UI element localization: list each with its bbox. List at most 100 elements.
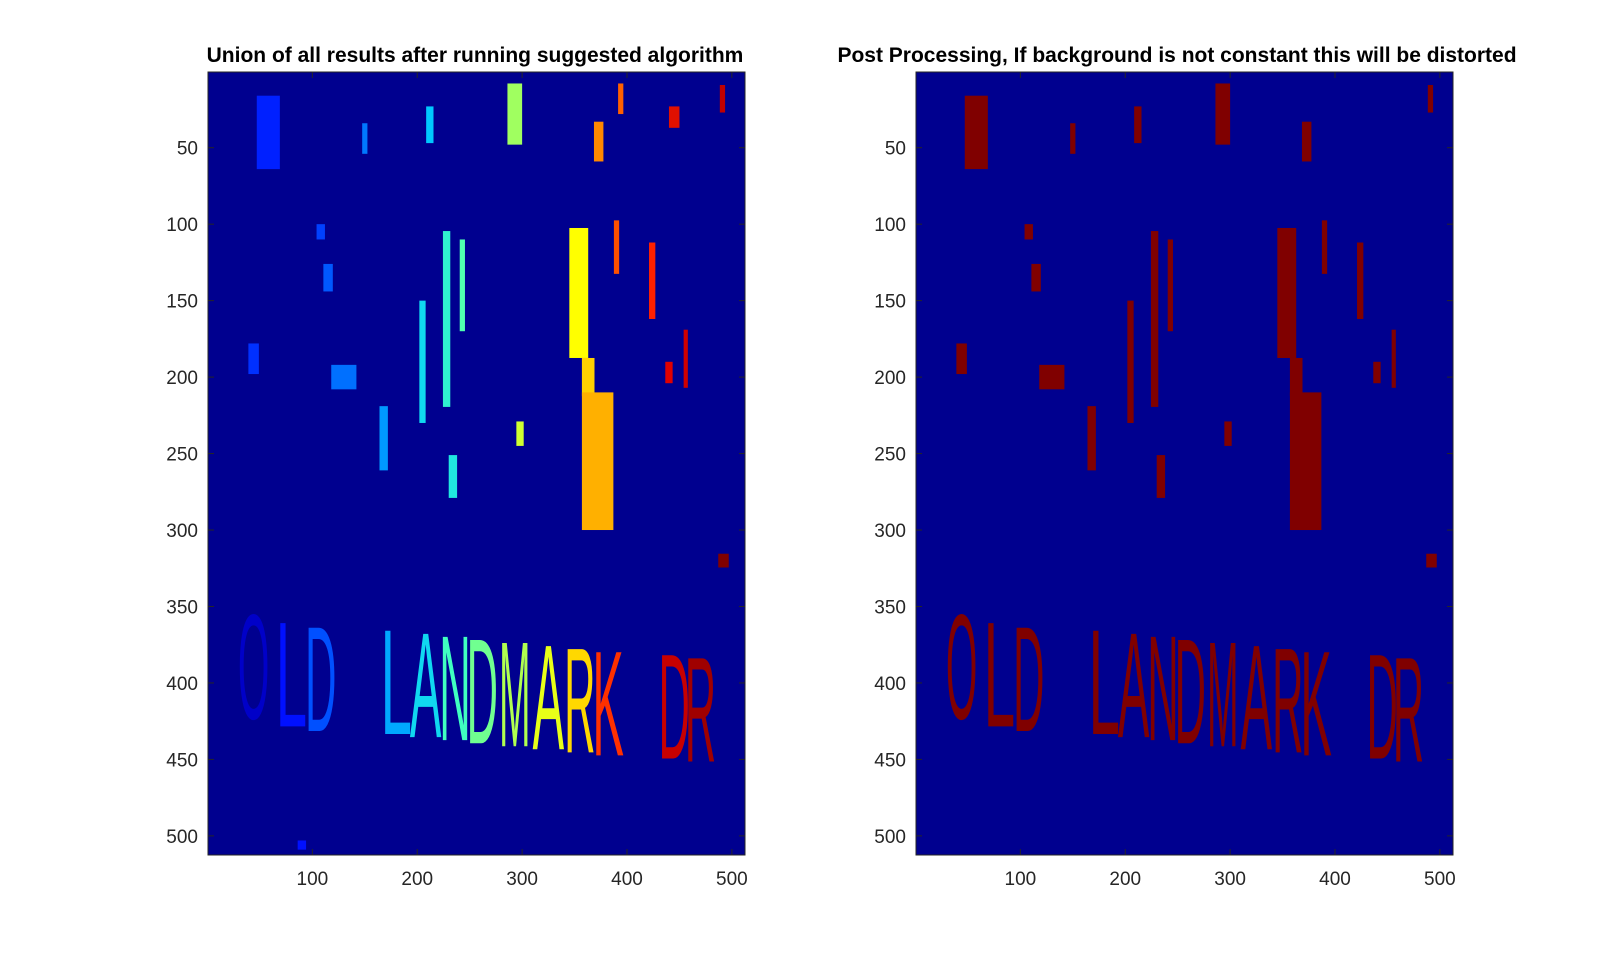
right-letter-9: R bbox=[1272, 616, 1303, 784]
left-region-26 bbox=[297, 840, 307, 850]
left-ytick-label-0: 50 bbox=[177, 139, 198, 160]
left-panel: Union of all results after running sugge… bbox=[166, 44, 747, 890]
right-letter-4: A bbox=[1118, 601, 1149, 769]
left-xtick-label-4: 500 bbox=[716, 869, 748, 890]
right-region-3 bbox=[1215, 83, 1231, 145]
right-region-14 bbox=[1156, 455, 1166, 498]
right-letter-0: O bbox=[946, 583, 977, 751]
right-ytick-label-2: 150 bbox=[874, 292, 906, 313]
right-panel: Post Processing, If background is not co… bbox=[837, 44, 1516, 890]
right-xtick-label-1: 200 bbox=[1109, 869, 1141, 890]
left-region-25 bbox=[718, 553, 729, 568]
left-region-12 bbox=[379, 406, 388, 471]
left-region-13 bbox=[419, 300, 426, 423]
left-ytick-label-7: 400 bbox=[166, 674, 198, 695]
left-ytick-label-9: 500 bbox=[166, 827, 198, 848]
left-letter-1: L bbox=[276, 590, 307, 758]
right-xtick-label-4: 500 bbox=[1424, 869, 1456, 890]
left-letter-0: O bbox=[238, 583, 269, 751]
left-region-17 bbox=[516, 421, 524, 446]
right-letter-3: L bbox=[1089, 598, 1120, 766]
right-region-16 bbox=[1277, 227, 1297, 358]
right-region-18 bbox=[1289, 392, 1322, 531]
right-xtick-label-2: 300 bbox=[1214, 869, 1246, 890]
left-letter-7: M bbox=[499, 610, 530, 778]
left-xtick-label-1: 200 bbox=[401, 869, 433, 890]
left-letter-6: D bbox=[467, 607, 498, 775]
right-letter-2: D bbox=[1013, 595, 1044, 763]
left-xtick-label-2: 300 bbox=[506, 869, 538, 890]
left-letter-10: K bbox=[592, 619, 623, 787]
right-ytick-label-3: 200 bbox=[874, 368, 906, 389]
right-region-12 bbox=[1150, 231, 1159, 407]
right-xtick-label-0: 100 bbox=[1005, 869, 1037, 890]
right-region-9 bbox=[1039, 364, 1065, 390]
right-panel-title: Post Processing, If background is not co… bbox=[837, 44, 1516, 67]
right-region-17 bbox=[1289, 357, 1303, 397]
right-axes: 100 200 300 400 500 50 100 150 200 250 300 350 400 45… bbox=[874, 71, 1456, 890]
left-letter-2: D bbox=[305, 595, 336, 763]
right-letter-6: D bbox=[1175, 607, 1206, 775]
left-ytick-label-8: 450 bbox=[166, 750, 198, 771]
right-region-5 bbox=[1427, 84, 1434, 113]
right-xtick-label-3: 400 bbox=[1319, 869, 1351, 890]
right-region-6 bbox=[1024, 224, 1033, 240]
right-region-23 bbox=[1426, 553, 1437, 568]
left-region-1 bbox=[362, 123, 368, 154]
right-ytick-label-4: 250 bbox=[874, 445, 906, 466]
left-region-7 bbox=[719, 84, 726, 113]
right-region-21 bbox=[1373, 361, 1381, 384]
right-letter-8: A bbox=[1241, 613, 1272, 781]
right-letter-7: M bbox=[1207, 610, 1238, 778]
left-letter-4: A bbox=[410, 601, 441, 769]
right-letter-1: L bbox=[984, 590, 1015, 758]
left-region-24 bbox=[683, 329, 688, 388]
right-region-4 bbox=[1301, 121, 1312, 162]
left-xtick-label-3: 400 bbox=[611, 869, 643, 890]
right-region-1 bbox=[1070, 123, 1076, 154]
left-xtick-label-0: 100 bbox=[297, 869, 329, 890]
right-ytick-label-0: 50 bbox=[885, 139, 906, 160]
right-letter-10: K bbox=[1300, 619, 1331, 787]
right-region-22 bbox=[1391, 329, 1396, 388]
right-letter-11: D bbox=[1366, 622, 1397, 790]
left-region-11 bbox=[331, 364, 357, 390]
right-ytick-label-6: 350 bbox=[874, 597, 906, 618]
left-region-6 bbox=[668, 106, 680, 128]
left-axes: 100 200 300 400 500 50 100 150 200 250 300 350 400 45… bbox=[166, 71, 748, 890]
left-region-9 bbox=[323, 263, 333, 292]
left-region-21 bbox=[613, 220, 620, 274]
left-plot-area bbox=[208, 72, 745, 855]
right-axes-box bbox=[915, 71, 1454, 856]
right-ytick-label-7: 400 bbox=[874, 674, 906, 695]
left-letter-9: R bbox=[564, 616, 595, 784]
right-ytick-label-8: 450 bbox=[874, 750, 906, 771]
right-region-20 bbox=[1357, 242, 1364, 319]
left-ytick-label-1: 100 bbox=[166, 215, 198, 236]
left-ytick-label-6: 350 bbox=[166, 597, 198, 618]
right-region-8 bbox=[956, 343, 967, 375]
right-region-19 bbox=[1321, 220, 1328, 274]
right-ytick-label-1: 100 bbox=[874, 215, 906, 236]
left-region-15 bbox=[459, 239, 465, 332]
left-region-14 bbox=[442, 231, 451, 407]
left-letter-8: A bbox=[533, 613, 564, 781]
left-panel-title: Union of all results after running sugge… bbox=[207, 44, 744, 67]
left-region-22 bbox=[649, 242, 656, 319]
left-region-4 bbox=[618, 83, 624, 115]
left-region-10 bbox=[248, 343, 259, 375]
left-region-8 bbox=[316, 224, 325, 240]
left-letter-3: L bbox=[381, 598, 412, 766]
left-region-5 bbox=[593, 121, 604, 162]
right-letter-5: N bbox=[1147, 604, 1178, 772]
left-letter-11: D bbox=[658, 622, 689, 790]
left-region-3 bbox=[507, 83, 523, 145]
left-region-20 bbox=[581, 392, 614, 531]
right-letter-12: R bbox=[1393, 626, 1424, 794]
left-region-19 bbox=[581, 357, 595, 397]
right-plot-area bbox=[916, 72, 1453, 855]
left-region-0 bbox=[256, 95, 280, 170]
left-ytick-label-5: 300 bbox=[166, 521, 198, 542]
right-region-2 bbox=[1134, 106, 1142, 144]
